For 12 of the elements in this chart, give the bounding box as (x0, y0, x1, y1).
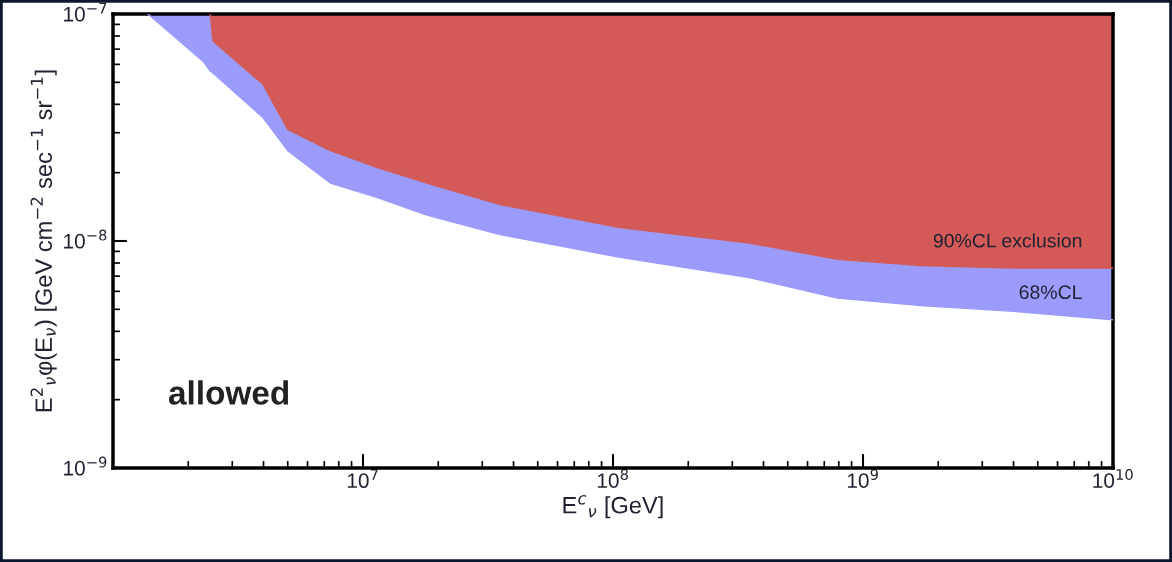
x-tick-label: 10$^{7}$ (347, 469, 378, 489)
text: E$^{2}$$_{ν}$φ(E$_{ν}$) [GeV cm$^{−2}$ sec$^{−1}$ sr$^{−1}$] (30, 70, 57, 412)
y-tick-label: 10$^{−8}$ (64, 229, 107, 249)
x-tick-label: 10$^{8}$ (597, 469, 628, 488)
series-label: 90%CL exclusion (933, 233, 1082, 248)
x-tick-label: 10$^{10}$ (1093, 469, 1133, 488)
series-label: 68%CL (1019, 285, 1082, 300)
y-tick-label: 10$^{−7}$ (64, 2, 107, 22)
x-axis-title: E$^{c}$$_{ν}$ [GeV] (563, 495, 663, 519)
y-tick-label: 10$^{−9}$ (64, 456, 107, 476)
annotation: allowed (168, 380, 289, 405)
x-tick-label: 10$^{9}$ (847, 469, 878, 488)
